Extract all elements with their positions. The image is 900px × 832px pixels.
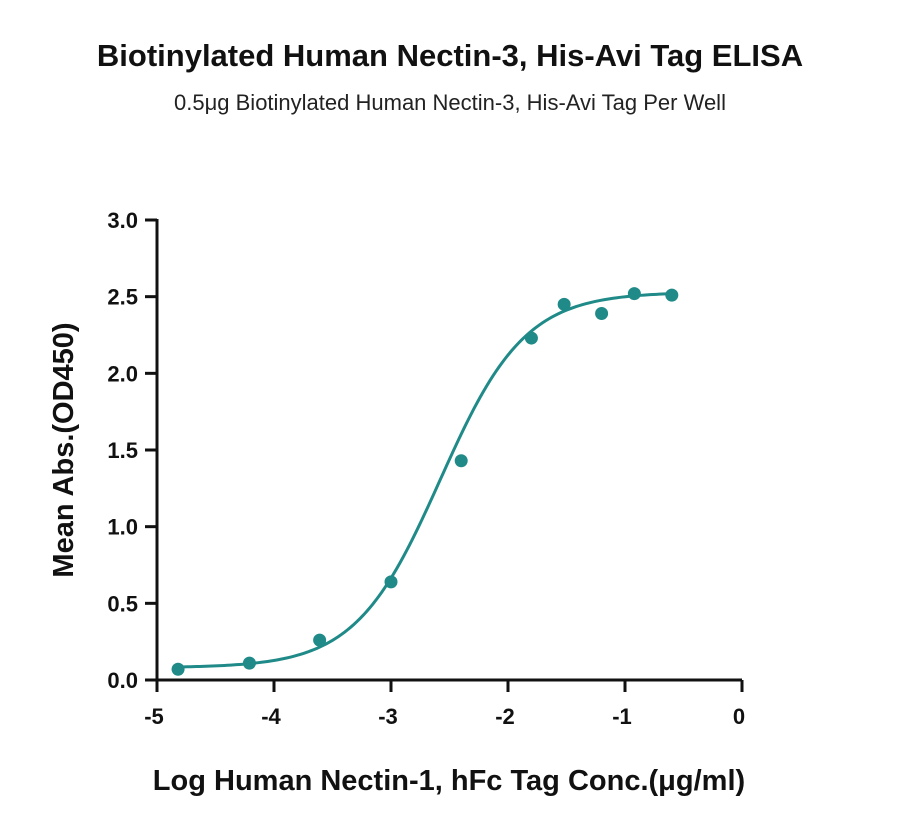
x-tick-label: -3 (378, 704, 398, 729)
x-axis-title: Log Human Nectin-1, hFc Tag Conc.(μg/ml) (153, 765, 745, 797)
y-tick-label: 1.0 (107, 515, 138, 540)
data-point (313, 633, 327, 647)
axes: 0.0 0.5 1.0 1.5 2.0 2.5 3.0 -5 -4 -3 -2 -1 0 (107, 208, 745, 729)
x-tick-label: -4 (261, 704, 281, 729)
data-point (171, 662, 185, 676)
y-tick-label: 2.0 (107, 361, 138, 386)
data-point (242, 656, 256, 670)
chart-subtitle: 0.5μg Biotinylated Human Nectin-3, His-A… (174, 90, 726, 115)
data-point (665, 288, 679, 302)
y-tick-label: 3.0 (107, 208, 138, 233)
data-point (595, 307, 609, 321)
data-points (171, 287, 679, 676)
data-point (557, 297, 571, 311)
y-axis-title: Mean Abs.(OD450) (48, 322, 80, 577)
data-point (384, 575, 398, 589)
fit-curve (178, 292, 672, 669)
y-tick-label: 1.5 (107, 438, 138, 463)
x-tick-label: 0 (733, 704, 745, 729)
data-point (524, 331, 538, 345)
fit-curve-group (178, 292, 672, 669)
data-point (454, 454, 468, 468)
data-point (627, 287, 641, 301)
x-tick-label: -5 (144, 704, 164, 729)
x-tick-label: -2 (495, 704, 515, 729)
y-tick-label: 0.0 (107, 668, 138, 693)
y-tick-label: 2.5 (107, 285, 138, 310)
chart-title: Biotinylated Human Nectin-3, His-Avi Tag… (96, 38, 804, 73)
y-tick-label: 0.5 (107, 591, 138, 616)
x-tick-label: -1 (612, 704, 632, 729)
